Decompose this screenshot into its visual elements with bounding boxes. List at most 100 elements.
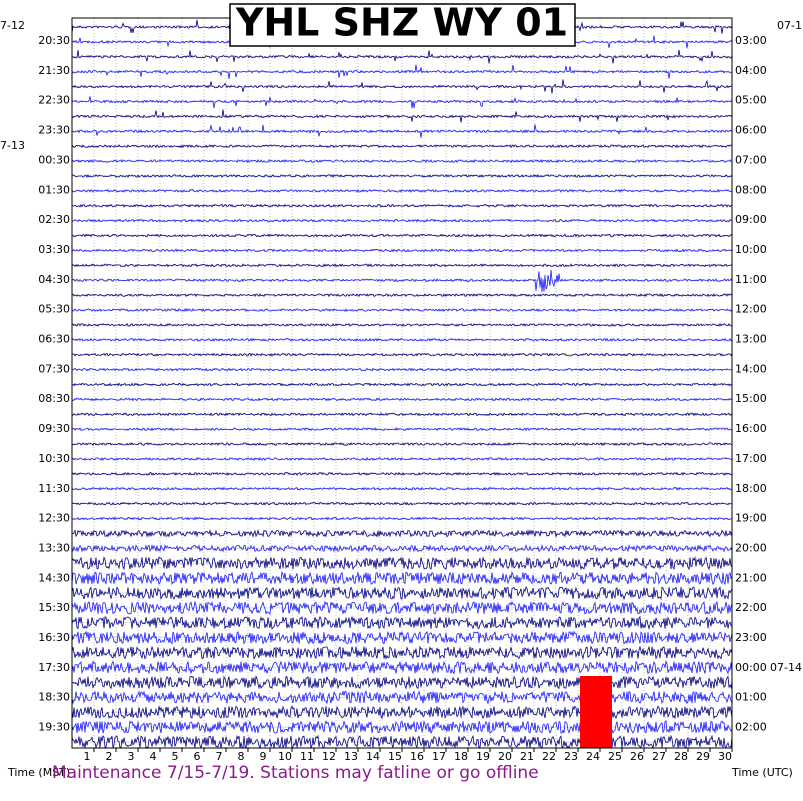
left-time: 19:30 bbox=[38, 721, 70, 734]
right-time: 01:00 bbox=[735, 691, 767, 704]
left-time: 00:30 bbox=[38, 153, 70, 166]
trace bbox=[71, 543, 733, 553]
right-time: 21:00 bbox=[735, 571, 767, 584]
minute-label: 8 bbox=[238, 750, 245, 763]
left-time: 04:30 bbox=[38, 273, 70, 286]
left-time: 05:30 bbox=[38, 303, 70, 316]
right-time: 02:00 bbox=[735, 721, 767, 734]
trace bbox=[71, 501, 733, 506]
right-time: 18:00 bbox=[735, 482, 767, 495]
minute-label: 7 bbox=[216, 750, 223, 763]
left-time: 06:30 bbox=[38, 333, 70, 346]
trace bbox=[72, 124, 733, 138]
trace bbox=[71, 586, 733, 601]
left-time: 11:30 bbox=[38, 482, 70, 495]
trace bbox=[71, 660, 733, 675]
trace bbox=[72, 292, 733, 298]
left-time: 23:30 bbox=[38, 124, 70, 137]
minute-label: 15 bbox=[388, 750, 402, 763]
trace bbox=[71, 442, 733, 447]
left-time: 15:30 bbox=[38, 601, 70, 614]
trace bbox=[71, 218, 733, 223]
minute-label: 10 bbox=[278, 750, 292, 763]
trace bbox=[71, 188, 733, 193]
minute-label: 18 bbox=[454, 750, 468, 763]
trace bbox=[71, 690, 733, 705]
minute-label: 9 bbox=[260, 750, 267, 763]
minute-label: 22 bbox=[542, 750, 556, 763]
trace bbox=[71, 159, 733, 164]
trace bbox=[71, 675, 733, 690]
right-time: 16:00 bbox=[735, 422, 767, 435]
right-time: 19:00 bbox=[735, 512, 767, 525]
trace bbox=[71, 367, 733, 372]
trace bbox=[71, 79, 732, 94]
minute-label: 11 bbox=[300, 750, 314, 763]
right-time: 03:00 bbox=[735, 34, 767, 47]
trace bbox=[71, 719, 733, 735]
left-time: 07:30 bbox=[38, 362, 70, 375]
right-time: 14:00 bbox=[735, 362, 767, 375]
right-time: 12:00 bbox=[735, 303, 767, 316]
left-time: 18:30 bbox=[38, 691, 70, 704]
left-time: 09:30 bbox=[38, 422, 70, 435]
left-time: 02:30 bbox=[38, 213, 70, 226]
trace bbox=[71, 645, 733, 660]
trace bbox=[71, 263, 733, 268]
minute-label: 24 bbox=[586, 750, 600, 763]
traces bbox=[71, 19, 733, 750]
minute-label: 4 bbox=[150, 750, 157, 763]
right-time: 23:00 bbox=[735, 631, 767, 644]
minute-label: 29 bbox=[696, 750, 710, 763]
trace bbox=[71, 704, 733, 720]
trace bbox=[71, 382, 733, 387]
trace bbox=[71, 630, 733, 645]
left-time: 10:30 bbox=[38, 452, 70, 465]
trace bbox=[71, 96, 733, 109]
title: YHL SHZ WY 01 bbox=[235, 1, 568, 45]
trace bbox=[71, 486, 733, 491]
left-time: 22:30 bbox=[38, 94, 70, 107]
trace bbox=[71, 269, 733, 293]
minute-label: 23 bbox=[564, 750, 578, 763]
minute-label: 3 bbox=[128, 750, 135, 763]
left-date: 7-12 bbox=[0, 19, 25, 32]
minute-label: 2 bbox=[106, 750, 113, 763]
right-time: 09:00 bbox=[735, 213, 767, 226]
minute-label: 13 bbox=[344, 750, 358, 763]
right-time: 20:00 bbox=[735, 541, 767, 554]
minute-label: 16 bbox=[410, 750, 424, 763]
trace bbox=[71, 307, 733, 313]
right-time: 04:00 bbox=[735, 64, 767, 77]
trace bbox=[71, 516, 733, 521]
trace bbox=[71, 233, 733, 238]
minute-label: 5 bbox=[172, 750, 179, 763]
trace bbox=[71, 615, 733, 630]
minute-label: 1 bbox=[84, 750, 91, 763]
right-time: 17:00 bbox=[735, 452, 767, 465]
right-time: 00:00 bbox=[735, 661, 767, 674]
minute-label: 12 bbox=[322, 750, 336, 763]
trace bbox=[71, 570, 733, 586]
left-time: 01:30 bbox=[38, 183, 70, 196]
right-time: 22:00 bbox=[735, 601, 767, 614]
trace bbox=[71, 203, 733, 208]
right-time: 07:00 bbox=[735, 153, 767, 166]
minute-label: 20 bbox=[498, 750, 512, 763]
trace bbox=[71, 144, 733, 149]
gap-block bbox=[580, 676, 612, 748]
right-time: 15:00 bbox=[735, 392, 767, 405]
minute-label: 14 bbox=[366, 750, 380, 763]
trace bbox=[71, 471, 733, 476]
minute-label: 21 bbox=[520, 750, 534, 763]
left-date: 7-13 bbox=[0, 139, 25, 152]
trace bbox=[71, 109, 733, 123]
minute-label: 27 bbox=[652, 750, 666, 763]
trace bbox=[71, 248, 733, 253]
trace bbox=[71, 456, 733, 462]
minute-label: 6 bbox=[194, 750, 201, 763]
minute-label: 17 bbox=[432, 750, 446, 763]
notice: Maintenance 7/15-7/19. Stations may fatl… bbox=[52, 763, 539, 783]
left-time: 16:30 bbox=[38, 631, 70, 644]
left-time: 08:30 bbox=[38, 392, 70, 405]
